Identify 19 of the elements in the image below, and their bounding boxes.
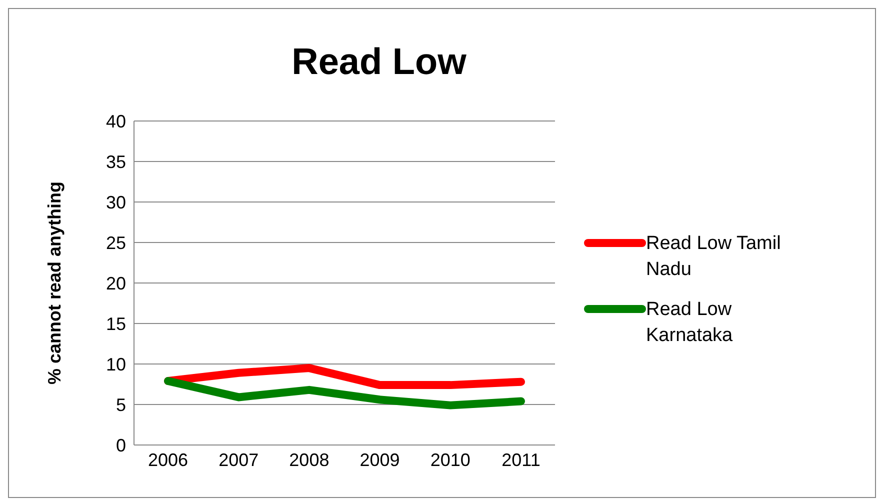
y-tick-label: 35: [106, 152, 126, 172]
x-tick-label: 2008: [289, 450, 330, 470]
y-tick-label: 20: [106, 273, 126, 294]
y-tick-label: 30: [106, 192, 126, 212]
y-tick-label: 15: [106, 314, 126, 334]
y-tick-label: 5: [116, 394, 126, 415]
x-tick-label: 2006: [148, 450, 188, 470]
y-tick-label: 0: [116, 435, 126, 456]
x-tick-label: 2011: [502, 450, 540, 470]
y-tick-label: 25: [106, 232, 126, 253]
y-axis-title: % cannot read anything: [44, 181, 64, 385]
x-tick-label: 2009: [360, 450, 400, 470]
x-tick-label: 2007: [218, 450, 259, 470]
chart-title: Read Low: [290, 41, 468, 83]
x-tick-label: 2010: [430, 450, 470, 470]
y-tick-label: 40: [106, 111, 126, 132]
legend-label: Read Low Karnataka: [646, 298, 734, 348]
y-tick-label: 10: [106, 354, 126, 374]
legend-label: Read Low Tamil Nadu: [646, 232, 782, 282]
